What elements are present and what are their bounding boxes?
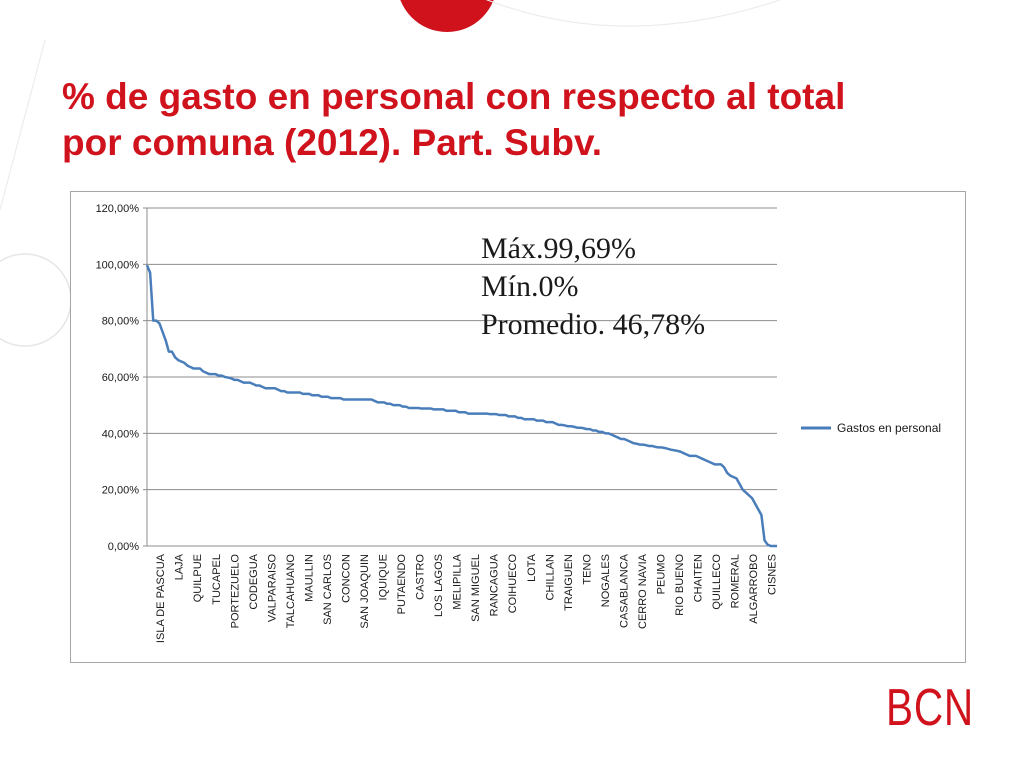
x-tick-label: ALGARROBO	[748, 554, 760, 624]
y-tick-label: 80,00%	[102, 316, 140, 328]
x-tick-label: TENO	[581, 554, 593, 585]
x-tick-label: ROMERAL	[730, 554, 742, 608]
y-axis: 0,00% 20,00% 40,00% 60,00% 80,00% 100,00% 120,…	[96, 203, 148, 553]
annotation-max: Máx.99,69%	[481, 232, 636, 265]
x-tick-label: SAN JOAQUIN	[359, 554, 371, 629]
x-tick-label: CASTRO	[415, 554, 427, 600]
line-chart: 0,00% 20,00% 40,00% 60,00% 80,00% 100,00% 120,…	[96, 203, 942, 643]
slide-title-line-2: por comuna (2012). Part. Subv.	[62, 122, 603, 163]
bcn-logo: BCN	[886, 679, 974, 737]
x-tick-label: QUILLECO	[711, 554, 723, 610]
x-tick-label: CHILLAN	[544, 554, 556, 601]
y-tick-label: 60,00%	[102, 372, 140, 384]
x-tick-label: CISNES	[767, 554, 779, 595]
x-tick-label: VALPARAISO	[266, 554, 278, 623]
x-tick-label: RANCAGUA	[489, 553, 501, 616]
x-tick-label: CONCON	[341, 554, 353, 603]
x-tick-label: SAN MIGUEL	[470, 554, 482, 622]
x-tick-label: CODEGUA	[248, 553, 260, 609]
x-tick-label: PEUMO	[656, 554, 668, 595]
chart-frame: 0,00% 20,00% 40,00% 60,00% 80,00% 100,00% 120,…	[70, 191, 966, 663]
chart-series	[145, 264, 777, 548]
y-tick-label: 100,00%	[96, 259, 140, 271]
chart-legend: Gastos en personal	[801, 421, 941, 435]
x-tick-label: LAJA	[174, 553, 186, 580]
x-tick-label: SAN CARLOS	[322, 554, 334, 625]
x-tick-label: PUTAENDO	[396, 554, 408, 615]
stats-annotation: Máx.99,69% Mín.0% Promedio. 46,78%	[481, 230, 705, 344]
x-axis: ISLA DE PASCUA LAJA QUILPUE TUCAPEL PORTEZUE…	[147, 545, 779, 643]
x-tick-label: NOGALES	[600, 554, 612, 607]
slide-title: % de gasto en personal con respecto al t…	[62, 74, 962, 166]
x-tick-label: LOS LAGOS	[433, 554, 445, 617]
x-tick-label: COIHUECO	[507, 554, 519, 614]
x-tick-label: CERRO NAVIA	[637, 553, 649, 629]
y-tick-label: 40,00%	[102, 428, 140, 440]
series-line	[145, 264, 777, 548]
annotation-mean: Promedio. 46,78%	[481, 308, 706, 341]
x-tick-label: IQUIQUE	[378, 554, 390, 600]
slide-title-line-1: % de gasto en personal con respecto al t…	[62, 76, 846, 117]
y-tick-label: 0,00%	[108, 541, 139, 553]
x-tick-label: MAULLIN	[303, 554, 315, 602]
x-tick-label: QUILPUE	[192, 554, 204, 602]
x-tick-label: TRAIGUEN	[563, 554, 575, 611]
x-tick-label: CASABLANCA	[618, 553, 630, 628]
y-tick-label: 20,00%	[102, 485, 140, 497]
legend-label: Gastos en personal	[837, 421, 941, 435]
x-tick-label: MELIPILLA	[452, 553, 464, 609]
annotation-min: Mín.0%	[481, 270, 579, 303]
x-tick-label: LOTA	[526, 553, 538, 582]
x-tick-label: RIO BUENO	[674, 554, 686, 616]
x-tick-label: TUCAPEL	[211, 554, 223, 605]
x-tick-label: TALCAHUANO	[285, 554, 297, 629]
x-tick-label: CHAITEN	[693, 554, 705, 602]
x-tick-label: ISLA DE PASCUA	[155, 553, 167, 643]
x-tick-label: PORTEZUELO	[229, 554, 241, 629]
y-tick-label: 120,00%	[96, 203, 140, 215]
